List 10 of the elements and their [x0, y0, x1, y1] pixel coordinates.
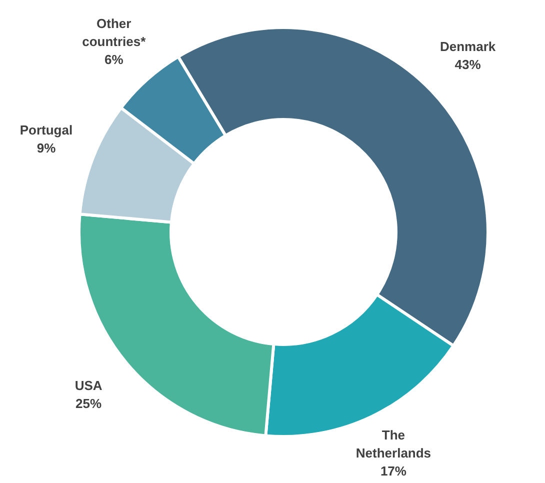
slice-label: USA: [74, 378, 103, 394]
data-label: 17%: [380, 464, 407, 479]
data-label: 43%: [454, 57, 482, 72]
slice-label: Denmark: [440, 39, 496, 54]
data-label: 9%: [36, 140, 56, 156]
data-label: 6%: [104, 52, 124, 67]
data-label: 25%: [76, 396, 102, 412]
slice-label: The Netherlands: [356, 428, 432, 461]
slice-label: Other countries*: [82, 16, 147, 49]
slice-label: Portugal: [20, 122, 73, 138]
